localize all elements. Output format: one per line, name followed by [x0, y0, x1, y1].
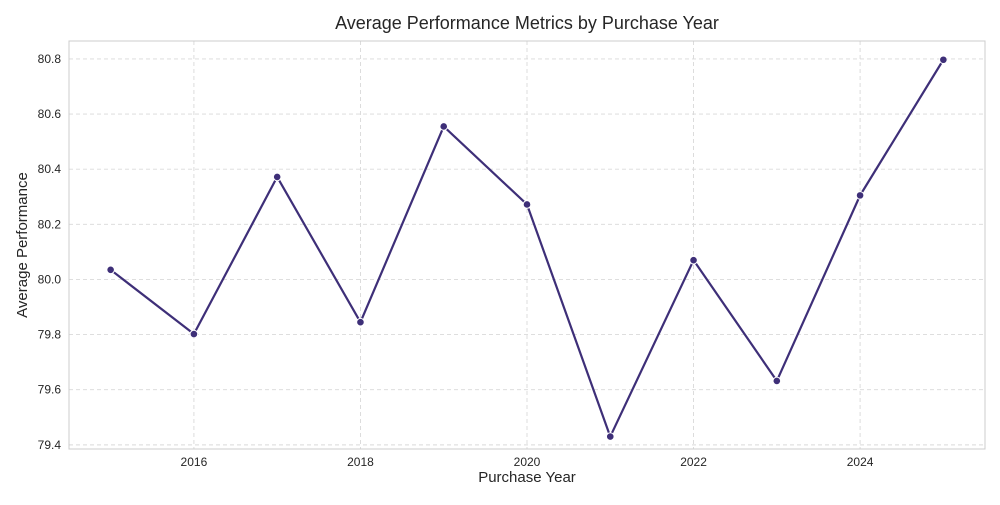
x-tick-label: 2020 [514, 455, 541, 469]
y-tick-label: 80.4 [38, 162, 62, 176]
y-axis-ticks: 79.4 79.6 79.8 80.0 80.2 80.4 80.6 80.8 [38, 52, 62, 452]
y-tick-label: 80.2 [38, 217, 62, 231]
x-tick-label: 2024 [847, 455, 874, 469]
y-tick-label: 80.0 [38, 272, 62, 286]
y-tick-label: 79.8 [38, 328, 62, 342]
data-point [189, 329, 199, 339]
y-axis-label: Average Performance [14, 172, 31, 318]
data-point [772, 376, 782, 386]
y-tick-label: 79.6 [38, 383, 62, 397]
data-point [356, 317, 365, 327]
y-tick-label: 80.8 [38, 52, 62, 66]
x-tick-label: 2018 [347, 455, 374, 469]
y-tick-label: 80.6 [38, 107, 62, 121]
x-tick-label: 2016 [181, 455, 208, 469]
data-point [855, 191, 865, 200]
x-axis-label: Purchase Year [478, 469, 576, 486]
data-point [689, 255, 698, 265]
series-layer [106, 55, 948, 441]
data-point [106, 265, 115, 275]
y-tick-label: 79.4 [38, 438, 62, 452]
x-axis-ticks: 2016 2018 2020 2022 2024 [181, 455, 874, 469]
plot-frame [68, 40, 986, 450]
data-point [939, 55, 948, 65]
data-point [439, 122, 449, 131]
data-point [605, 432, 615, 441]
data-point [522, 200, 532, 209]
chart-title: Average Performance Metrics by Purchase … [335, 13, 719, 33]
x-tick-label: 2022 [680, 455, 707, 469]
grid-lines [69, 41, 985, 449]
data-point [272, 172, 282, 182]
